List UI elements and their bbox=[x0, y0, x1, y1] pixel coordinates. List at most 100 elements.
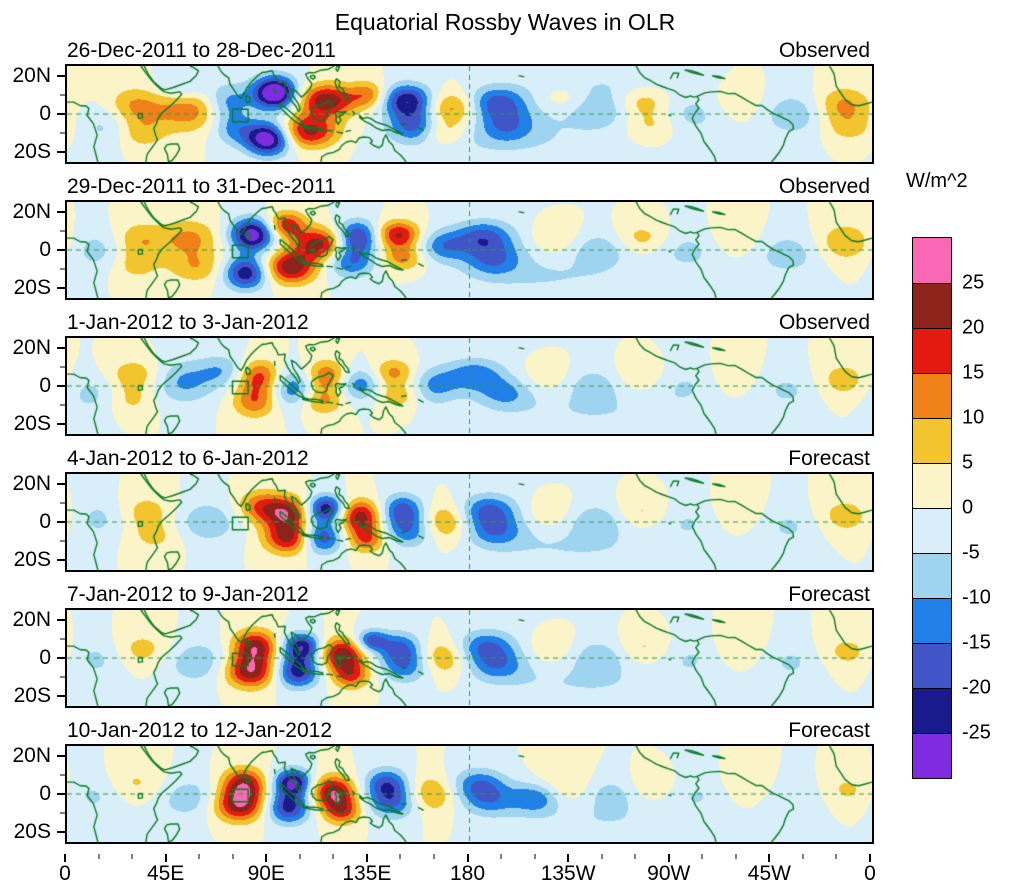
x-tick-label: 0 bbox=[864, 862, 876, 885]
panels: 26-Dec-2011 to 28-Dec-2011 Observed 20N 0… bbox=[0, 38, 1021, 844]
y-tick bbox=[57, 74, 65, 77]
panel-map-row: 20N 0 20S bbox=[12, 608, 874, 708]
y-tick-label: 20S bbox=[13, 684, 51, 708]
colorbar-swatch bbox=[913, 643, 951, 688]
y-tick-label: 20N bbox=[12, 471, 51, 495]
panel-source: Observed bbox=[778, 39, 870, 62]
y-tick-label: 0 bbox=[39, 646, 51, 669]
colorbar-label: 5 bbox=[962, 451, 974, 474]
x-minor-tick bbox=[399, 854, 401, 859]
x-tick-label: 45E bbox=[146, 862, 185, 885]
y-tick bbox=[57, 249, 65, 251]
colorbar-label: 10 bbox=[962, 406, 985, 429]
panel-map-row: 20N 0 20S bbox=[12, 744, 874, 844]
map-canvas bbox=[67, 474, 872, 570]
y-minor-tick bbox=[60, 638, 65, 640]
y-tick-label: 20N bbox=[12, 335, 51, 359]
colorbar-swatch bbox=[913, 328, 951, 373]
colorbar-swatch bbox=[913, 553, 951, 598]
y-tick bbox=[57, 151, 65, 154]
panel-source: Forecast bbox=[788, 447, 870, 470]
y-minor-tick bbox=[60, 366, 65, 368]
panel-source: Observed bbox=[778, 175, 870, 198]
x-minor-tick bbox=[232, 854, 234, 859]
x-tick bbox=[265, 854, 268, 862]
y-tick bbox=[57, 482, 65, 485]
ytick-layer: 20N 0 20S bbox=[0, 199, 65, 300]
map-canvas bbox=[67, 746, 872, 842]
y-tick-label: 20S bbox=[13, 548, 51, 572]
y-tick bbox=[57, 346, 65, 349]
y-tick bbox=[57, 423, 65, 426]
x-minor-tick bbox=[601, 854, 603, 859]
ytick-layer: 20N 0 20S bbox=[0, 64, 65, 164]
map-canvas bbox=[67, 202, 872, 298]
map-frame bbox=[65, 336, 874, 436]
y-tick bbox=[57, 287, 65, 290]
ytick-layer: 20N 0 20S bbox=[0, 335, 65, 435]
x-tick-label: 0 bbox=[59, 862, 71, 885]
x-tick-label: 180 bbox=[449, 862, 486, 885]
y-minor-tick bbox=[60, 774, 65, 776]
x-minor-tick bbox=[835, 854, 837, 859]
panel: 4-Jan-2012 to 6-Jan-2012 Forecast 20N 0 20… bbox=[0, 446, 1021, 572]
y-minor-tick bbox=[60, 676, 65, 678]
ytick-layer: 20N 0 20S bbox=[0, 471, 65, 572]
panel-date-range: 4-Jan-2012 to 6-Jan-2012 bbox=[67, 447, 309, 470]
y-tick-label: 20S bbox=[13, 820, 51, 844]
map-frame bbox=[65, 64, 874, 164]
colorbar-label: -5 bbox=[962, 541, 980, 564]
y-tick bbox=[57, 754, 65, 757]
y-minor-tick bbox=[60, 812, 65, 814]
panel: 26-Dec-2011 to 28-Dec-2011 Observed 20N 0… bbox=[0, 38, 1021, 164]
y-tick-label: 20S bbox=[13, 140, 51, 164]
y-tick bbox=[57, 657, 65, 659]
y-tick-label: 0 bbox=[39, 238, 51, 261]
map-canvas bbox=[67, 338, 872, 434]
y-minor-tick bbox=[60, 94, 65, 96]
colorbar-label: -20 bbox=[962, 676, 991, 699]
x-minor-tick bbox=[500, 854, 502, 859]
ytick-layer: 20N 0 20S bbox=[0, 607, 65, 708]
colorbar-label: -25 bbox=[962, 721, 991, 744]
y-tick bbox=[57, 521, 65, 523]
colorbar-label: 0 bbox=[962, 496, 974, 519]
colorbar-swatch bbox=[913, 373, 951, 418]
panel-source: Forecast bbox=[788, 583, 870, 606]
x-tick-label: 90E bbox=[247, 862, 285, 885]
x-minor-tick bbox=[433, 854, 435, 859]
colorbar-label: 25 bbox=[962, 271, 985, 294]
colorbar-swatch bbox=[913, 733, 951, 778]
panel-date-range: 29-Dec-2011 to 31-Dec-2011 bbox=[67, 175, 336, 198]
colorbar bbox=[912, 237, 952, 779]
y-minor-tick bbox=[60, 268, 65, 270]
panel: 29-Dec-2011 to 31-Dec-2011 Observed 20N 0… bbox=[0, 174, 1021, 300]
panel-map-row: 20N 0 20S bbox=[12, 336, 874, 436]
y-minor-tick bbox=[60, 404, 65, 406]
y-tick-label: 20N bbox=[12, 607, 51, 631]
y-tick-label: 20S bbox=[13, 276, 51, 300]
colorbar-label: 20 bbox=[962, 316, 985, 339]
y-tick-label: 0 bbox=[39, 510, 51, 533]
panel-header: 1-Jan-2012 to 3-Jan-2012 Observed bbox=[65, 310, 870, 336]
panel: 7-Jan-2012 to 9-Jan-2012 Forecast 20N 0 20… bbox=[0, 582, 1021, 708]
colorbar-swatch bbox=[913, 688, 951, 733]
x-minor-tick bbox=[131, 854, 133, 859]
y-tick-label: 0 bbox=[39, 102, 51, 125]
x-tick bbox=[466, 854, 469, 862]
x-minor-tick bbox=[98, 854, 100, 859]
x-tick bbox=[365, 854, 368, 862]
x-tick bbox=[164, 854, 167, 862]
colorbar-swatch bbox=[913, 598, 951, 643]
y-tick-label: 20N bbox=[12, 199, 51, 223]
colorbar-swatch bbox=[913, 418, 951, 463]
y-tick bbox=[57, 695, 65, 698]
y-tick bbox=[57, 385, 65, 387]
panel: 10-Jan-2012 to 12-Jan-2012 Forecast 20N 0… bbox=[0, 718, 1021, 844]
map-frame bbox=[65, 608, 874, 708]
panel-header: 7-Jan-2012 to 9-Jan-2012 Forecast bbox=[65, 582, 870, 608]
ytick-layer: 20N 0 20S bbox=[0, 744, 65, 844]
panel-date-range: 1-Jan-2012 to 3-Jan-2012 bbox=[67, 311, 309, 334]
panel-header: 29-Dec-2011 to 31-Dec-2011 Observed bbox=[65, 174, 870, 200]
